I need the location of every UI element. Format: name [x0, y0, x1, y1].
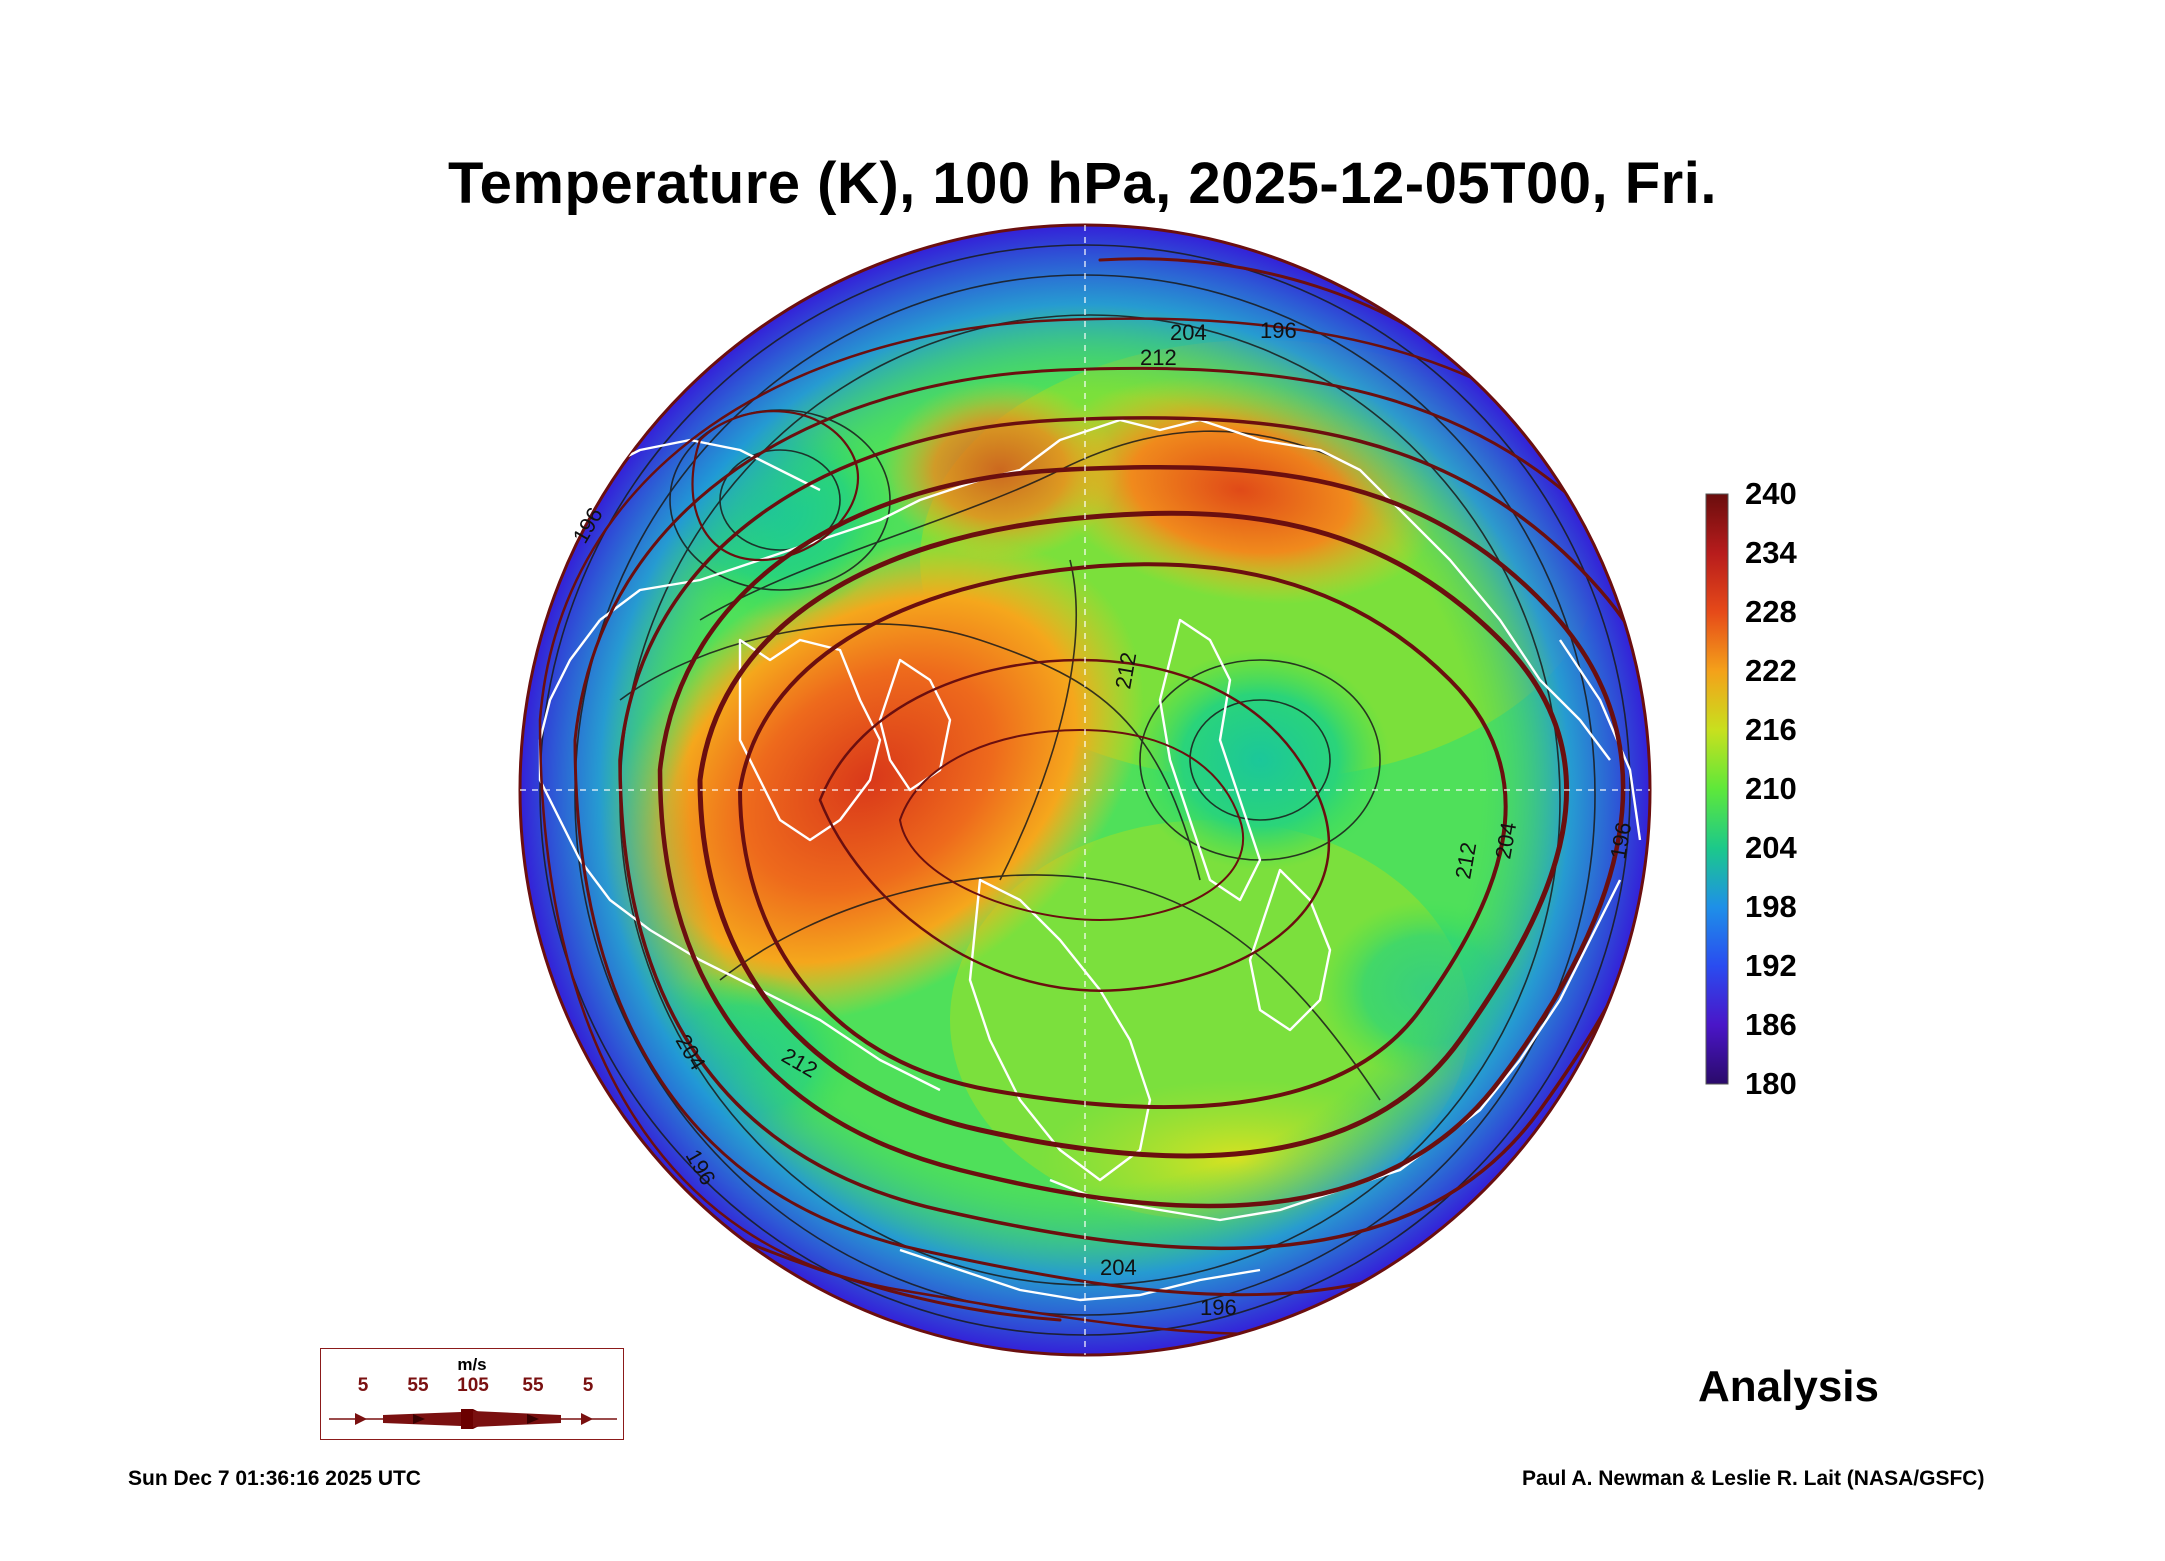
- wind-legend-arrow: [329, 1409, 617, 1429]
- colorbar-label: 186: [1745, 1007, 1797, 1042]
- contour-label: 196: [1200, 1295, 1237, 1320]
- contour-label: 204: [1100, 1255, 1137, 1280]
- colorbar-label: 180: [1745, 1066, 1797, 1101]
- colorbar-label: 234: [1745, 535, 1797, 570]
- contour-label: 196: [1260, 318, 1297, 343]
- colorbar-scale: [1705, 493, 1729, 1085]
- contour-label: 204: [1170, 320, 1207, 345]
- colorbar-label: 222: [1745, 653, 1797, 688]
- colorbar-label: 228: [1745, 594, 1797, 629]
- wind-streamlines: [538, 257, 1650, 1336]
- wind-legend-tick: 105: [457, 1375, 489, 1396]
- colorbar-label: 216: [1745, 712, 1797, 747]
- credits-footer: Paul A. Newman & Leslie R. Lait (NASA/GS…: [1522, 1467, 1985, 1490]
- wind-legend-unit: m/s: [457, 1355, 487, 1374]
- wind-legend-tick: 5: [357, 1375, 369, 1396]
- grid-lines: [520, 225, 1650, 1355]
- colorbar-label: 198: [1745, 889, 1797, 924]
- wind-legend-tick: 55: [407, 1375, 429, 1396]
- wind-legend-tick: 5: [582, 1375, 594, 1396]
- wind-speed-legend: m/s 5 55 105 55 5: [320, 1348, 624, 1440]
- analysis-label: Analysis: [1698, 1362, 1879, 1411]
- colorbar: [1705, 493, 1729, 1085]
- timestamp-footer: Sun Dec 7 01:36:16 2025 UTC: [128, 1467, 421, 1490]
- contour-label: 212: [1140, 345, 1177, 370]
- colorbar-label: 192: [1745, 948, 1797, 983]
- colorbar-label: 210: [1745, 771, 1797, 806]
- colorbar-label: 204: [1745, 830, 1797, 865]
- map-title: Temperature (K), 100 hPa, 2025-12-05T00,…: [448, 151, 1717, 216]
- colorbar-label: 240: [1745, 476, 1797, 511]
- wind-legend-tick: 55: [522, 1375, 544, 1396]
